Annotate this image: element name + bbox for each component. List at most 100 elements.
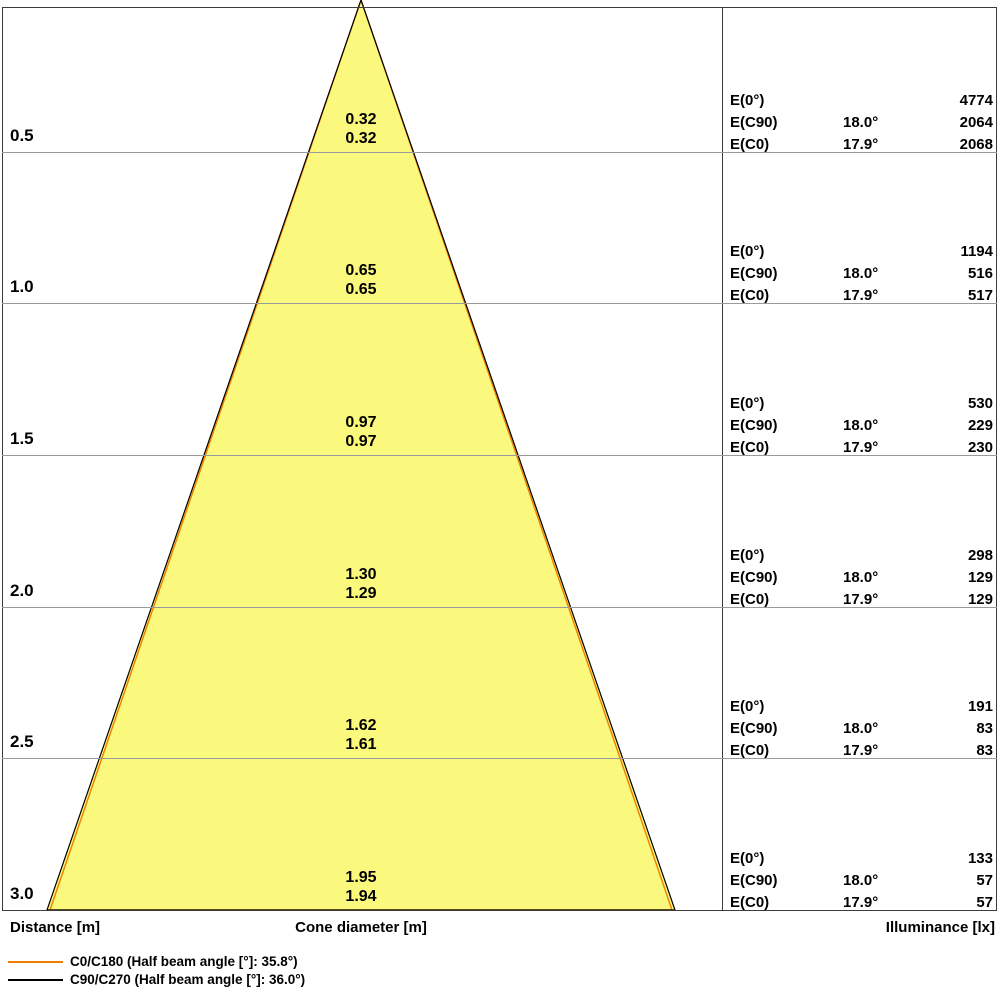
illuminance-row: E(C0) 17.9° 57 [730, 892, 995, 914]
e-label: E(0°) [730, 850, 765, 867]
distance-tick-label: 0.5 [10, 126, 34, 145]
illuminance-row: E(C0) 17.9° 517 [730, 285, 995, 307]
cone-diameter-c90-value: 0.97 [345, 414, 377, 431]
e-value: 133 [967, 850, 993, 867]
illuminance-row: E(0°) 530 [730, 393, 995, 415]
e-value: 516 [967, 265, 993, 282]
cone-diameter-c0-value: 0.65 [345, 281, 377, 298]
e-label: E(0°) [730, 243, 765, 260]
gridline [2, 758, 997, 759]
e-value: 129 [967, 591, 993, 608]
cone-diameter-values: 1.30 1.29 [345, 565, 376, 603]
e-value: 517 [967, 287, 993, 304]
cone-diameter-c0-value: 0.32 [345, 130, 377, 147]
illuminance-block: E(0°) 4774 E(C90) 18.0° 2064 E(C0) 17.9°… [730, 90, 995, 156]
e-label: E(0°) [730, 698, 765, 715]
illuminance-row: E(C90) 18.0° 83 [730, 718, 995, 740]
distance-tick-label: 2.0 [10, 581, 34, 600]
illuminance-block: E(0°) 298 E(C90) 18.0° 129 E(C0) 17.9° 1… [730, 545, 995, 611]
e-label: E(C0) [730, 287, 770, 304]
cone-diameter-values: 0.65 0.65 [345, 261, 376, 299]
e-label: E(C0) [730, 439, 770, 456]
gridline [2, 607, 997, 608]
cone-diameter-c90-value: 0.32 [345, 111, 377, 128]
e-value: 298 [967, 547, 993, 564]
plot-border [2, 7, 997, 911]
e-value: 4774 [959, 92, 993, 109]
illuminance-row: E(C0) 17.9° 129 [730, 589, 995, 611]
e-label: E(C90) [730, 720, 778, 737]
e-value: 191 [967, 698, 993, 715]
e-label: E(C0) [730, 894, 770, 911]
distance-tick-label: 1.5 [10, 429, 34, 448]
e-angle: 18.0° [843, 569, 879, 586]
legend-label-c90: C90/C270 (Half beam angle [°]: 36.0°) [70, 972, 306, 987]
e-angle: 18.0° [843, 720, 879, 737]
table-divider-line [722, 7, 724, 911]
cone-diameter-c0-value: 1.29 [345, 585, 377, 602]
illuminance-block: E(0°) 530 E(C90) 18.0° 229 E(C0) 17.9° 2… [730, 393, 995, 459]
e-label: E(C90) [730, 569, 778, 586]
illuminance-row: E(C90) 18.0° 57 [730, 870, 995, 892]
gridline [2, 455, 997, 456]
illuminance-row: E(C90) 18.0° 2064 [730, 112, 995, 134]
legend-line-c90-icon [8, 979, 63, 981]
distance-tick-label: 2.5 [10, 732, 34, 751]
e-value: 83 [976, 742, 993, 759]
illuminance-row: E(C90) 18.0° 229 [730, 415, 995, 437]
e-angle: 17.9° [843, 287, 879, 304]
cone-diameter-values: 1.62 1.61 [345, 716, 376, 754]
axis-label-illuminance: Illuminance [lx] [885, 919, 995, 936]
e-label: E(C90) [730, 265, 778, 282]
e-value: 129 [967, 569, 993, 586]
illuminance-row: E(0°) 298 [730, 545, 995, 567]
cone-diameter-c90-value: 1.95 [345, 869, 377, 886]
cone-diameter-c90-value: 1.30 [345, 566, 377, 583]
e-value: 1194 [960, 243, 993, 260]
illuminance-row: E(C0) 17.9° 83 [730, 740, 995, 762]
illuminance-row: E(C90) 18.0° 129 [730, 567, 995, 589]
illuminance-row: E(0°) 1194 [730, 241, 995, 263]
illuminance-row: E(C90) 18.0° 516 [730, 263, 995, 285]
e-value: 2068 [959, 136, 993, 153]
e-value: 83 [976, 720, 993, 737]
e-label: E(C0) [730, 742, 770, 759]
e-angle: 17.9° [843, 591, 879, 608]
e-angle: 18.0° [843, 417, 879, 434]
e-angle: 17.9° [843, 742, 879, 759]
cone-diameter-c0-value: 1.61 [345, 736, 377, 753]
illuminance-row: E(0°) 133 [730, 848, 995, 870]
e-value: 230 [967, 439, 993, 456]
cone-diameter-c90-value: 0.65 [345, 262, 377, 279]
cone-diameter-c0-value: 0.97 [345, 433, 377, 450]
gridline [2, 152, 997, 153]
e-angle: 17.9° [843, 894, 879, 911]
e-value: 57 [976, 872, 993, 889]
cone-diameter-values: 0.97 0.97 [345, 413, 376, 451]
cone-diameter-c90-value: 1.62 [345, 717, 377, 734]
e-label: E(0°) [730, 92, 765, 109]
e-value: 530 [967, 395, 993, 412]
e-angle: 18.0° [843, 265, 879, 282]
axis-label-distance: Distance [m] [10, 919, 101, 936]
e-angle: 18.0° [843, 114, 879, 131]
e-value: 57 [976, 894, 993, 911]
e-angle: 17.9° [843, 439, 879, 456]
illuminance-row: E(C0) 17.9° 230 [730, 437, 995, 459]
e-value: 2064 [959, 114, 993, 131]
e-label: E(0°) [730, 547, 765, 564]
e-label: E(C0) [730, 136, 770, 153]
illuminance-row: E(C0) 17.9° 2068 [730, 134, 995, 156]
e-angle: 17.9° [843, 136, 879, 153]
cone-diameter-values: 0.32 0.32 [345, 110, 376, 148]
illuminance-row: E(0°) 191 [730, 696, 995, 718]
illuminance-block: E(0°) 191 E(C90) 18.0° 83 E(C0) 17.9° 83 [730, 696, 995, 762]
e-angle: 18.0° [843, 872, 879, 889]
distance-tick-label: 3.0 [10, 884, 34, 903]
e-label: E(0°) [730, 395, 765, 412]
illuminance-row: E(0°) 4774 [730, 90, 995, 112]
legend-line-c0-icon [8, 961, 63, 963]
legend-label-c0: C0/C180 (Half beam angle [°]: 35.8°) [70, 954, 298, 969]
e-label: E(C90) [730, 417, 778, 434]
